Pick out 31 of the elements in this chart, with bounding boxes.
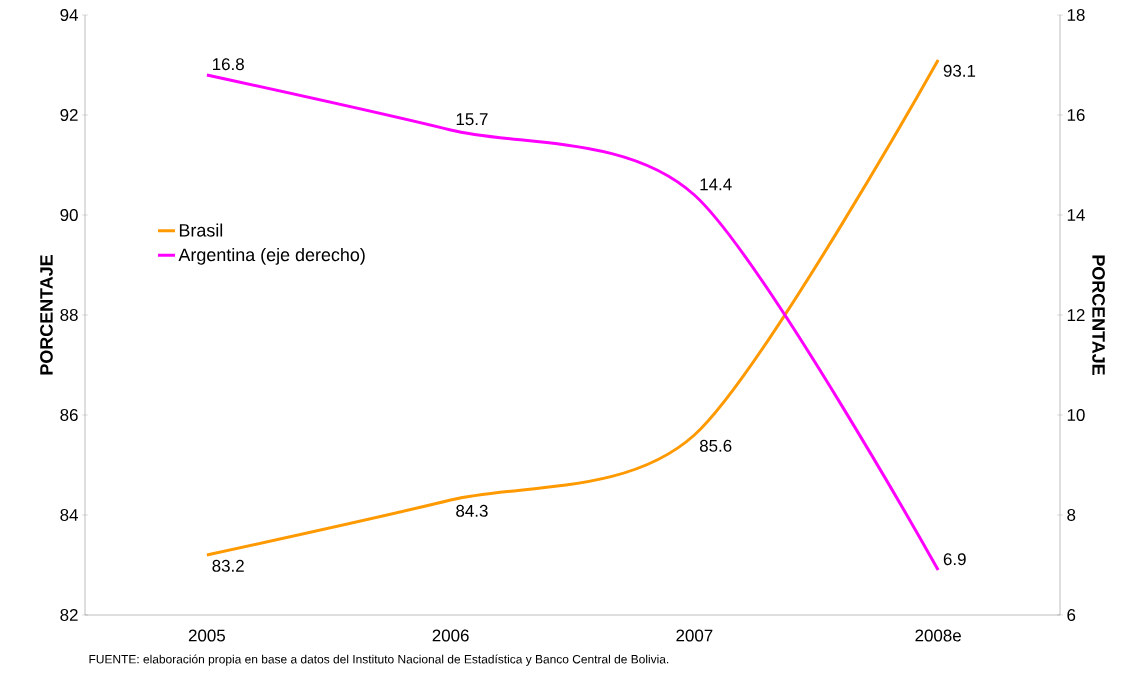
data-label: 15.7: [456, 113, 488, 126]
x-tick-label: 2007: [676, 629, 713, 642]
y-axis-title: PORCENTAJE: [40, 255, 53, 375]
y2-tick-label: 10: [1067, 409, 1085, 421]
y2-tick-label: 16: [1067, 109, 1085, 121]
y-tick-label: 82: [60, 609, 78, 621]
data-label: 16.8: [213, 58, 244, 71]
y2-tick-label: 18: [1067, 8, 1085, 21]
y2-tick-label: 14: [1067, 209, 1085, 221]
y2-axis-title: PORCENTAJE: [1092, 255, 1105, 375]
y-tick-label: 84: [60, 509, 78, 521]
data-label: 14.4: [700, 178, 732, 191]
data-label: 93.1: [943, 64, 976, 77]
y-tick-label: 90: [60, 209, 78, 221]
y2-tick-label: 8: [1067, 509, 1076, 521]
y-tick-label: 86: [60, 409, 78, 421]
y-tick-label: 92: [60, 109, 78, 121]
y-tick-label: 94: [60, 9, 78, 21]
legend-label: Argentina (eje derecho): [178, 247, 365, 265]
data-label: 84.3: [456, 504, 488, 517]
legend-label: Brasil: [179, 223, 223, 237]
y2-tick-label: 6: [1067, 609, 1076, 621]
y2-tick-label: 12: [1067, 309, 1085, 321]
source-note: FUENTE: elaboración propia en base a datos del Instituto Nacional de Estadística y Banco Central de Bolivia.: [89, 654, 669, 666]
x-tick-label: 2008e: [915, 629, 961, 642]
data-label: 6.9: [943, 553, 966, 566]
data-label: 85.6: [699, 439, 732, 452]
data-label: 83.2: [212, 559, 244, 572]
x-tick-label: 2005: [188, 629, 225, 642]
y-tick-label: 88: [60, 309, 78, 321]
x-tick-label: 2006: [432, 629, 469, 642]
